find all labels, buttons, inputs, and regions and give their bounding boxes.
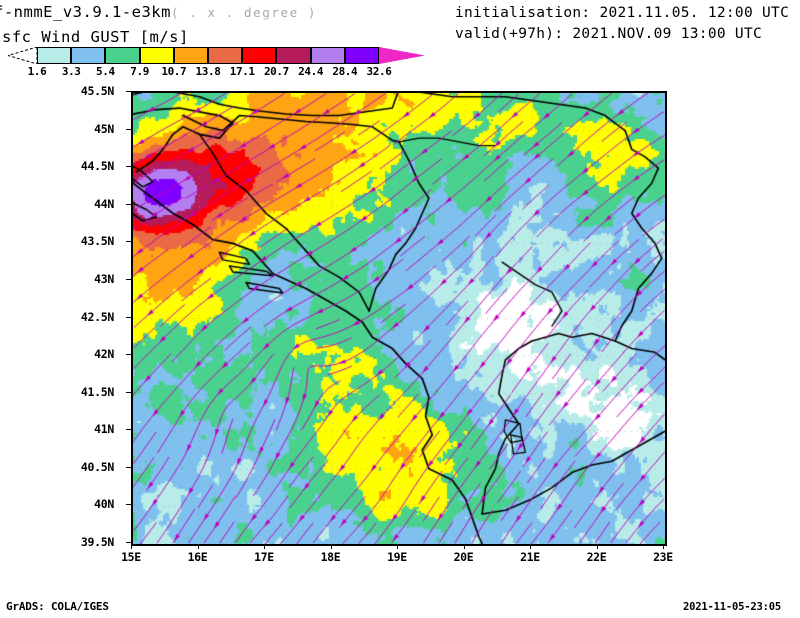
colorbar-tick-label: 28.4 xyxy=(332,65,358,78)
colorbar-tick-label: 24.4 xyxy=(298,65,324,78)
colorbar-segment xyxy=(105,47,140,64)
y-axis-tick-label: 41.5N xyxy=(80,384,114,399)
colorbar-tick-label: 3.3 xyxy=(61,65,81,78)
y-axis-tick-label: 45.5N xyxy=(80,84,114,98)
y-axis-tick-mark xyxy=(126,128,131,130)
x-axis-tick-label: 18E xyxy=(320,550,341,564)
y-axis-tick-label: 41N xyxy=(94,422,114,437)
y-axis-tick-mark xyxy=(126,91,131,92)
model-title-text: f-nmmE_v3.9.1-e3km xyxy=(0,3,171,21)
y-axis-tick-label: 40N xyxy=(94,497,114,512)
x-axis-tick-mark xyxy=(463,544,465,549)
model-subtitle-text: ( . x . degree ) xyxy=(170,5,317,20)
y-axis-tick-mark xyxy=(126,241,131,243)
initialisation-time: initialisation: 2021.11.05. 12:00 UTC xyxy=(455,5,790,21)
colorbar-tick-label: 5.4 xyxy=(96,65,115,78)
y-axis-tick-mark xyxy=(126,278,131,280)
x-axis-tick-mark xyxy=(596,544,598,549)
y-axis-tick-label: 45N xyxy=(94,121,114,136)
x-axis-tick-mark xyxy=(530,544,531,549)
y-axis-tick-mark xyxy=(126,166,131,168)
colorbar-tick-label: 20.7 xyxy=(263,65,289,78)
y-axis-tick-mark xyxy=(126,354,131,356)
x-axis-tick-label: 15E xyxy=(121,550,141,564)
colorbar-tick-label: 17.1 xyxy=(229,65,255,78)
colorbar-tick-label: 10.7 xyxy=(161,65,187,78)
map-plot-area[interactable] xyxy=(131,91,667,546)
x-axis-tick-mark xyxy=(264,544,265,549)
colorbar-segment xyxy=(139,47,174,64)
y-axis-tick-mark xyxy=(126,203,131,205)
x-axis-tick-label: 22E xyxy=(586,550,607,564)
x-axis-tick-label: 23E xyxy=(653,550,673,564)
y-axis-tick-mark xyxy=(126,466,131,468)
model-title: f-nmmE_v3.9.1-e3km( . x . degree ) xyxy=(0,3,317,21)
y-axis-tick-label: 43N xyxy=(94,271,114,286)
colorbar-segment xyxy=(208,47,243,64)
colorbar-segment xyxy=(276,47,311,64)
valid-time: valid(+97h): 2021.NOV.09 13:00 UTC xyxy=(455,26,763,42)
y-axis-tick-label: 42.5N xyxy=(80,309,114,324)
y-axis-tick-mark xyxy=(126,542,131,543)
y-axis-tick-label: 44N xyxy=(94,196,114,211)
y-axis-tick-label: 40.5N xyxy=(80,459,114,474)
y-axis-tick-label: 42N xyxy=(94,347,114,362)
colorbar-segment xyxy=(173,47,208,64)
variable-title: sfc Wind GUST [m/s] xyxy=(2,28,189,46)
colorbar-segment xyxy=(310,47,345,64)
footer-attribution: GrADS: COLA/IGES xyxy=(6,600,109,613)
colorbar-segment xyxy=(344,47,379,64)
colorbar-tick-label: 32.6 xyxy=(366,65,392,78)
wind-gust-map[interactable] xyxy=(133,93,665,544)
y-axis-latitude: 45.5N 45N 44.5N 44N 43.5N 43N 42.5N 42N 41.5N 41N… xyxy=(0,0,131,618)
colorbar-tick-label: 1.6 xyxy=(27,65,47,78)
x-axis-tick-label: 19E xyxy=(387,550,407,564)
x-axis-tick-label: 20E xyxy=(453,550,474,564)
colorbar-tick-label: 7.9 xyxy=(130,65,149,78)
y-axis-tick-label: 44.5N xyxy=(80,159,114,174)
y-axis-tick-mark xyxy=(126,429,131,431)
x-axis-tick-label: 21E xyxy=(520,550,540,564)
x-axis-tick-mark xyxy=(330,544,332,549)
x-axis-tick-label: 16E xyxy=(187,550,208,564)
colorbar-segment xyxy=(71,47,106,64)
footer-timestamp: 2021-11-05-23:05 xyxy=(683,601,781,613)
colorbar-segment xyxy=(37,47,72,64)
x-axis-tick-mark xyxy=(663,544,664,549)
x-axis-tick-mark xyxy=(197,544,199,549)
y-axis-tick-label: 43.5N xyxy=(80,234,114,249)
x-axis-tick-mark xyxy=(397,544,398,549)
colorbar-segment xyxy=(242,47,277,64)
y-axis-tick-mark xyxy=(126,504,131,506)
colorbar-low-tail xyxy=(6,46,38,65)
y-axis-tick-label: 39.5N xyxy=(80,535,114,549)
colorbar-tick-label: 13.8 xyxy=(195,65,221,78)
x-axis-tick-label: 17E xyxy=(254,550,274,564)
y-axis-tick-mark xyxy=(126,316,131,318)
y-axis-tick-mark xyxy=(126,391,131,393)
x-axis-tick-mark xyxy=(131,544,132,549)
colorbar-high-tail xyxy=(379,47,425,64)
